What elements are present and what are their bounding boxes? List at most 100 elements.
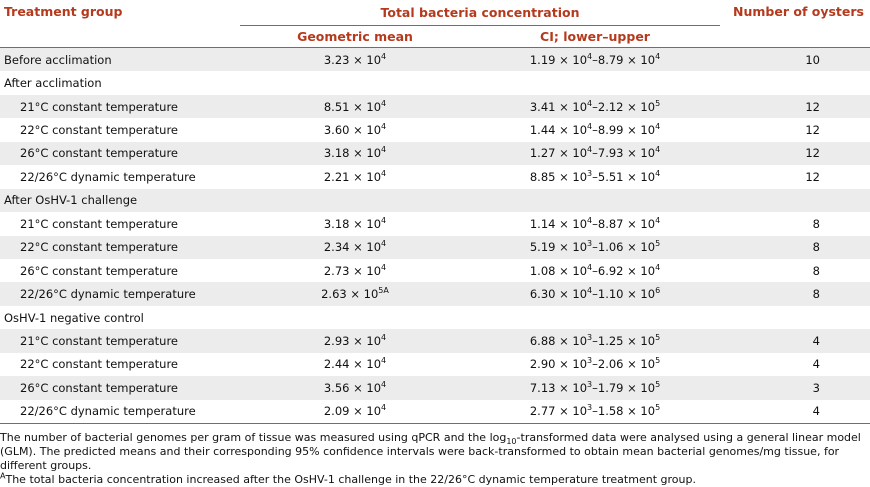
ci-upper-base: –1.25 × 10 [592,333,656,348]
ci-upper-exponent: 5 [655,333,661,343]
ci-lower-exponent: 4 [587,286,593,296]
mean-exponent: 4 [381,122,387,132]
geometric-mean-cell: 2.34 × 104 [240,235,470,259]
ci-lower-exponent: 4 [587,145,593,155]
ci-lower-exponent: 3 [587,239,593,249]
ci-upper-base: –1.06 × 10 [592,240,656,255]
row-label: 26°C constant temperature [0,376,240,400]
header-geometric-mean: Geometric mean [297,29,413,44]
table-row: 26°C constant temperature 3.18 × 104 1.27 … [0,141,870,166]
ci-lower-exponent: 3 [587,333,593,343]
ci-upper-exponent: 4 [655,122,661,132]
table-row: 22/26°C dynamic temperature 2.21 × 104 8.8… [0,165,870,188]
oyster-count-cell: 8 [720,282,870,306]
ci-upper-base: –8.87 × 10 [592,216,656,231]
ci-lower-base: 1.27 × 10 [529,146,588,161]
oyster-count-cell: 4 [720,399,870,424]
mean-base: 2.34 × 10 [323,240,382,255]
ci-lower-exponent: 4 [587,51,593,61]
ci-cell: 8.85 × 103–5.51 × 104 [470,165,720,188]
footnote-a: AThe total bacteria concentration increa… [0,472,866,487]
ci-lower-base: 1.44 × 10 [529,123,588,138]
ci-cell: 3.41 × 104–2.12 × 105 [470,94,720,119]
geometric-mean-cell [240,71,470,94]
ci-upper-base: –8.99 × 10 [592,123,656,138]
row-label: Before acclimation [0,47,240,72]
oyster-count-cell: 8 [812,216,820,231]
mean-base: 3.60 × 10 [323,123,382,138]
method-note: The number of bacterial genomes per gram… [0,431,866,473]
header-treatment-group: Treatment group [4,4,123,19]
oyster-count-cell: 10 [720,47,870,72]
ci-cell: 6.30 × 104–1.10 × 106 [470,282,720,306]
table-row: After acclimation [0,71,870,94]
ci-lower-exponent: 4 [587,122,593,132]
footnote-ref: A [383,286,389,296]
row-label: 22°C constant temperature [20,357,179,372]
geometric-mean-cell: 2.73 × 104 [240,259,470,282]
ci-upper-base: –2.12 × 10 [592,99,656,114]
mean-base: 2.44 × 10 [323,357,382,372]
geometric-mean-cell: 2.09 × 104 [240,399,470,424]
ci-lower-exponent: 4 [587,215,593,225]
geometric-mean-cell: 3.18 × 104 [240,212,470,235]
ci-upper-exponent: 4 [655,51,661,61]
oyster-count-cell: 8 [812,263,820,278]
oyster-count-cell [720,188,870,213]
geometric-mean-cell: 3.18 × 104 [240,141,470,166]
ci-cell: 1.27 × 104–7.93 × 104 [470,141,720,166]
ci-upper-base: –7.93 × 10 [592,146,656,161]
method-note-subscript: 10 [506,437,517,447]
method-note-part2: -transformed data were analysed using a … [0,431,861,472]
oyster-count-cell: 4 [720,329,870,353]
row-label: OsHV-1 negative control [4,310,144,325]
ci-upper-exponent: 6 [655,286,661,296]
table-row: 21°C constant temperature 3.18 × 104 1.14 … [0,212,870,235]
mean-base: 8.51 × 10 [323,99,382,114]
row-label: 21°C constant temperature [20,216,179,231]
ci-cell: 1.14 × 104–8.87 × 104 [470,212,720,235]
ci-upper-base: –1.10 × 10 [592,287,656,302]
ci-lower-exponent: 3 [587,380,593,390]
ci-upper-base: –1.58 × 10 [592,404,656,419]
row-label: 22°C constant temperature [20,123,179,138]
oyster-count-cell [720,306,870,329]
ci-upper-exponent: 5 [655,239,661,249]
ci-upper-exponent: 4 [655,145,661,155]
ci-upper-exponent: 5 [655,98,661,108]
table-row: Before acclimation 3.23 × 104 1.19 × 104–8… [0,47,870,72]
ci-cell [470,71,720,94]
ci-lower-base: 6.30 × 10 [529,287,588,302]
table-row: 22°C constant temperature 2.34 × 104 5.19 … [0,235,870,259]
ci-cell: 1.19 × 104–8.79 × 104 [470,47,720,72]
table-notes: The number of bacterial genomes per gram… [0,431,866,487]
header-ci: CI; lower–upper [540,29,650,44]
mean-exponent: 4 [381,356,387,366]
method-note-part1: The number of bacterial genomes per gram… [0,431,507,444]
ci-cell: 5.19 × 103–1.06 × 105 [470,235,720,259]
ci-cell [470,306,720,329]
mean-base: 3.18 × 10 [323,216,382,231]
geometric-mean-cell: 3.60 × 104 [240,118,470,141]
ci-lower-exponent: 3 [587,169,593,179]
mean-base: 2.63 × 10 [321,287,379,302]
ci-upper-exponent: 4 [655,262,661,272]
ci-cell [470,188,720,213]
ci-upper-base: –2.06 × 10 [592,357,656,372]
header-number-of-oysters: Number of oysters [733,4,864,19]
mean-exponent: 4 [381,262,387,272]
ci-cell: 2.90 × 103–2.06 × 105 [470,353,720,376]
ci-lower-exponent: 3 [587,356,593,366]
mean-exponent: 4 [381,239,387,249]
mean-base: 3.56 × 10 [323,380,382,395]
ci-cell: 6.88 × 103–1.25 × 105 [470,329,720,353]
row-label: 22/26°C dynamic temperature [0,399,240,424]
geometric-mean-cell: 2.21 × 104 [240,165,470,188]
ci-lower-base: 3.41 × 10 [529,99,588,114]
mean-exponent: 4 [381,380,387,390]
table-row: After OsHV-1 challenge [0,188,870,213]
mean-exponent: 5 [378,286,384,296]
ci-cell: 7.13 × 103–1.79 × 105 [470,376,720,400]
geometric-mean-cell: 2.44 × 104 [240,353,470,376]
